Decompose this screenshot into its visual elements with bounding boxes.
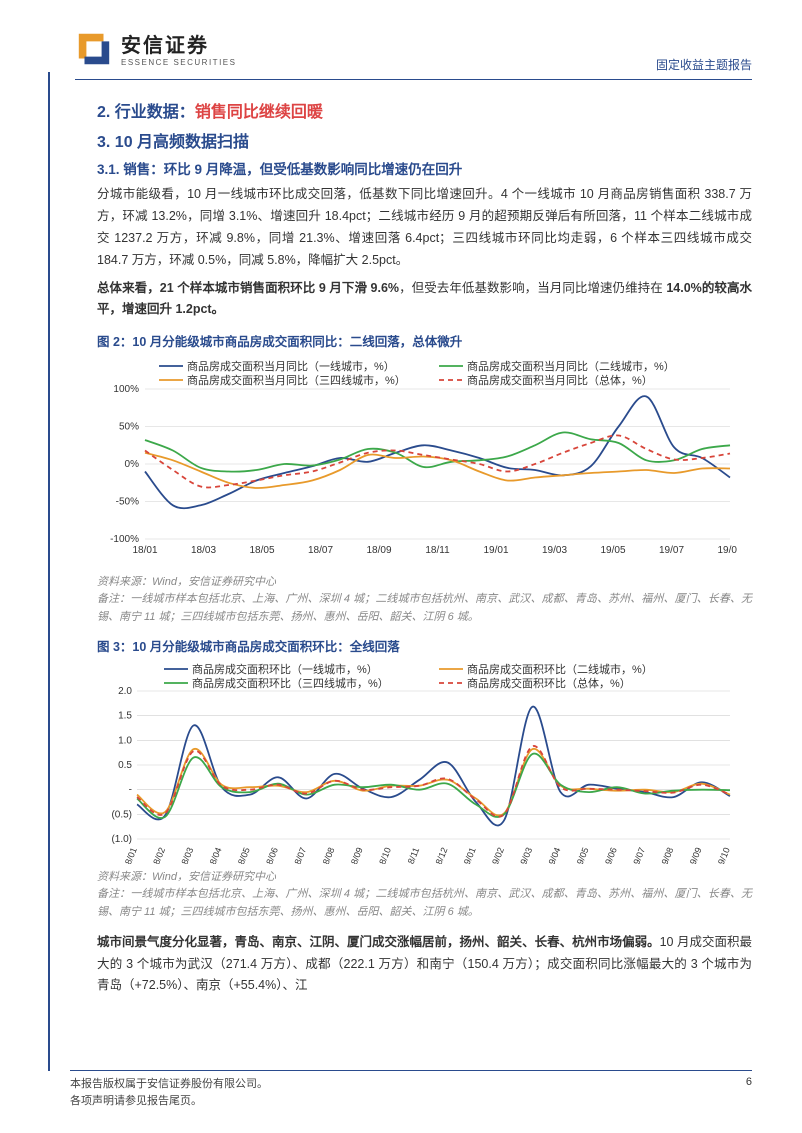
logo-text-cn: 安信证券 xyxy=(121,36,236,56)
svg-text:100%: 100% xyxy=(113,384,139,395)
sec3-num: 3. xyxy=(97,134,115,151)
svg-text:2.0: 2.0 xyxy=(118,686,132,697)
svg-text:18/07: 18/07 xyxy=(291,846,309,864)
svg-text:1.0: 1.0 xyxy=(118,736,132,747)
svg-text:50%: 50% xyxy=(119,422,139,433)
section-3-heading: 3. 10 月高频数据扫描 xyxy=(97,128,752,152)
p3-bold: 城市间景气度分化显著，青岛、南京、江阴、厦门成交涨幅居前，扬州、韶关、长春、杭州… xyxy=(97,935,660,949)
svg-text:18/07: 18/07 xyxy=(308,545,333,556)
svg-text:商品房成交面积环比（一线城市，%）: 商品房成交面积环比（一线城市，%） xyxy=(192,662,378,676)
svg-text:-100%: -100% xyxy=(110,534,139,545)
paragraph-3: 城市间景气度分化显著，青岛、南京、江阴、厦门成交涨幅居前，扬州、韶关、长春、杭州… xyxy=(97,932,752,998)
svg-text:18/03: 18/03 xyxy=(191,545,216,556)
svg-text:0%: 0% xyxy=(125,459,140,470)
essence-logo-icon xyxy=(75,30,113,73)
svg-text:19/08: 19/08 xyxy=(658,846,676,864)
svg-text:19/09: 19/09 xyxy=(686,846,704,864)
page-number: 6 xyxy=(746,1076,752,1109)
svg-text:商品房成交面积当月同比（二线城市，%）: 商品房成交面积当月同比（二线城市，%） xyxy=(467,359,675,373)
paragraph-2: 总体来看，21 个样本城市销售面积环比 9 月下滑 9.6%，但受去年低基数影响… xyxy=(97,278,752,322)
svg-text:18/09: 18/09 xyxy=(347,846,365,864)
svg-text:19/07: 19/07 xyxy=(629,846,647,864)
sec3-label: 10 月高频数据扫描 xyxy=(115,134,249,151)
svg-text:19/03: 19/03 xyxy=(516,846,534,864)
svg-text:18/05: 18/05 xyxy=(234,846,252,864)
left-margin-rule xyxy=(48,72,50,1071)
svg-text:18/06: 18/06 xyxy=(262,846,280,864)
svg-text:18/04: 18/04 xyxy=(206,846,224,864)
chart-3-note: 备注：一线城市样本包括北京、上海、广州、深圳 4 城；二线城市包括杭州、南京、武… xyxy=(97,886,752,921)
p2-bold-a: 总体来看，21 个样本城市销售面积环比 9 月下滑 9.6% xyxy=(97,281,399,295)
chart-2-note: 备注：一线城市样本包括北京、上海、广州、深圳 4 城；二线城市包括杭州、南京、武… xyxy=(97,591,752,626)
svg-text:19/05: 19/05 xyxy=(573,846,591,864)
svg-text:19/02: 19/02 xyxy=(488,846,506,864)
svg-text:18/11: 18/11 xyxy=(425,545,450,556)
svg-text:商品房成交面积当月同比（三四线城市，%）: 商品房成交面积当月同比（三四线城市，%） xyxy=(187,373,406,387)
svg-text:19/04: 19/04 xyxy=(545,846,563,864)
svg-text:19/09: 19/09 xyxy=(717,545,737,556)
svg-text:18/01: 18/01 xyxy=(132,545,157,556)
svg-text:商品房成交面积环比（总体，%）: 商品房成交面积环比（总体，%） xyxy=(467,676,631,690)
logo-text-en: ESSENCE SECURITIES xyxy=(121,59,236,67)
svg-text:1.5: 1.5 xyxy=(118,711,132,722)
chart-3: 商品房成交面积环比（一线城市，%）商品房成交面积环比（二线城市，%）商品房成交面… xyxy=(97,659,752,864)
figure-2-title: 图 2：10 月分能级城市商品房成交面积同比：二线回落，总体微升 xyxy=(97,331,752,350)
sec2-num: 2. xyxy=(97,104,115,121)
svg-text:18/02: 18/02 xyxy=(149,846,167,864)
svg-text:商品房成交面积当月同比（总体，%）: 商品房成交面积当月同比（总体，%） xyxy=(467,373,653,387)
company-logo: 安信证券 ESSENCE SECURITIES xyxy=(75,30,236,73)
svg-text:18/08: 18/08 xyxy=(319,846,337,864)
svg-text:19/05: 19/05 xyxy=(600,545,625,556)
chart-2-source: 资料来源：Wind，安信证券研究中心 xyxy=(97,573,752,589)
svg-text:商品房成交面积环比（二线城市，%）: 商品房成交面积环比（二线城市，%） xyxy=(467,662,653,676)
svg-text:18/12: 18/12 xyxy=(432,846,450,864)
report-type: 固定收益主题报告 xyxy=(656,56,752,73)
svg-text:18/10: 18/10 xyxy=(375,846,393,864)
p2-mid: ，但受去年低基数影响，当月同比增速仍维持在 xyxy=(399,281,666,295)
footer-line-1: 本报告版权属于安信证券股份有限公司。 xyxy=(70,1076,268,1093)
svg-text:商品房成交面积环比（三四线城市，%）: 商品房成交面积环比（三四线城市，%） xyxy=(192,676,389,690)
svg-text:19/06: 19/06 xyxy=(601,846,619,864)
page-header: 安信证券 ESSENCE SECURITIES 固定收益主题报告 xyxy=(75,30,752,80)
sec2-label-blue: 行业数据： xyxy=(115,104,195,121)
svg-text:19/03: 19/03 xyxy=(542,545,567,556)
footer-line-2: 各项声明请参见报告尾页。 xyxy=(70,1093,268,1110)
sec31-num: 3.1. xyxy=(97,162,123,177)
svg-text:-50%: -50% xyxy=(116,497,139,508)
svg-text:19/10: 19/10 xyxy=(714,846,732,864)
svg-text:18/11: 18/11 xyxy=(404,846,421,864)
svg-text:0.5: 0.5 xyxy=(118,760,132,771)
figure-3-title: 图 3：10 月分能级城市商品房成交面积环比：全线回落 xyxy=(97,636,752,655)
page-footer: 本报告版权属于安信证券股份有限公司。 各项声明请参见报告尾页。 6 xyxy=(0,1070,802,1109)
paragraph-1: 分城市能级看，10 月一线城市环比成交回落，低基数下同比增速回升。4 个一线城市… xyxy=(97,184,752,272)
chart-2: 商品房成交面积当月同比（一线城市，%）商品房成交面积当月同比（二线城市，%）商品… xyxy=(97,354,752,569)
svg-text:18/01: 18/01 xyxy=(121,846,139,864)
svg-text:18/09: 18/09 xyxy=(366,545,391,556)
svg-text:(1.0): (1.0) xyxy=(111,834,132,845)
section-3-1-heading: 3.1. 销售：环比 9 月降温，但受低基数影响同比增速仍在回升 xyxy=(97,158,752,178)
section-2-heading: 2. 行业数据：销售同比继续回暖 xyxy=(97,98,752,122)
svg-text:19/01: 19/01 xyxy=(483,545,508,556)
svg-text:19/07: 19/07 xyxy=(659,545,684,556)
sec2-label-red: 销售同比继续回暖 xyxy=(195,104,323,121)
svg-text:18/03: 18/03 xyxy=(178,846,196,864)
svg-text:-: - xyxy=(129,785,132,796)
svg-text:19/01: 19/01 xyxy=(460,846,478,864)
svg-text:(0.5): (0.5) xyxy=(111,810,132,821)
svg-text:18/05: 18/05 xyxy=(249,545,274,556)
sec31-label: 销售：环比 9 月降温，但受低基数影响同比增速仍在回升 xyxy=(123,162,462,177)
svg-text:商品房成交面积当月同比（一线城市，%）: 商品房成交面积当月同比（一线城市，%） xyxy=(187,359,395,373)
chart-3-source: 资料来源：Wind，安信证券研究中心 xyxy=(97,868,752,884)
